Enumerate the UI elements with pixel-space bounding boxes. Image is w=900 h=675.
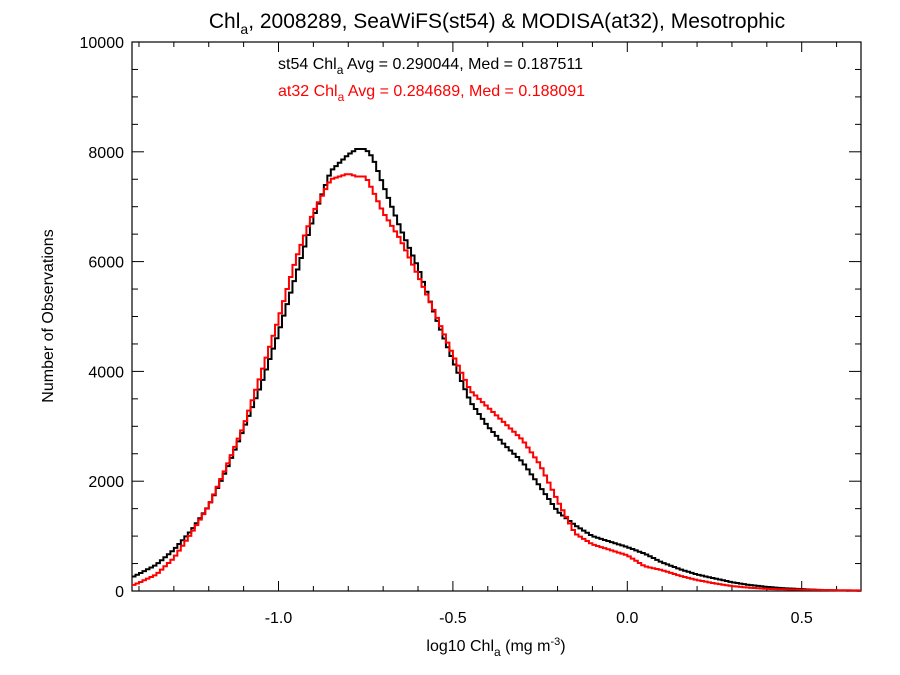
chart-title-sub: a: [240, 21, 248, 37]
x-axis-title-end: ): [560, 638, 565, 655]
x-axis-title-sub: a: [494, 645, 501, 659]
y-tick-label: 6000: [88, 255, 124, 272]
annotation-st54: st54 Chla Avg = 0.290044, Med = 0.187511: [278, 56, 583, 77]
y-tick-label: 8000: [88, 145, 124, 162]
series-layer: [132, 148, 861, 592]
annotation-at32-prefix: at32 Chl: [278, 83, 338, 100]
y-tick-label: 10000: [80, 35, 125, 52]
x-tick-label: 0.0: [616, 610, 638, 627]
annotation-at32: at32 Chla Avg = 0.284689, Med = 0.188091: [278, 83, 585, 104]
y-tick-label: 0: [115, 584, 124, 601]
chart-title: Chla, 2008289, SeaWiFS(st54) & MODISA(at…: [209, 10, 785, 37]
annotation-st54-prefix: st54 Chl: [278, 56, 337, 73]
x-axis-title: log10 Chla (mg m-3): [426, 636, 565, 659]
x-axis: -1.0 -0.5 0.0 0.5: [138, 42, 838, 627]
y-tick-label: 4000: [88, 364, 124, 381]
series-line-1: [132, 173, 861, 592]
chart-title-main: Chl: [209, 10, 241, 33]
annotation-st54-sub: a: [337, 63, 344, 77]
annotation-st54-suffix: Avg = 0.290044, Med = 0.187511: [343, 56, 583, 73]
annotation-at32-suffix: Avg = 0.284689, Med = 0.188091: [344, 83, 585, 100]
y-axis-title: Number of Observations: [40, 229, 57, 402]
x-tick-label: -1.0: [265, 610, 293, 627]
annotation-at32-sub: a: [338, 90, 345, 104]
y-tick-label: 2000: [88, 474, 124, 491]
x-tick-label: 0.5: [791, 610, 813, 627]
x-axis-title-main: log10 Chl: [426, 638, 494, 655]
series-line-0: [132, 148, 861, 592]
x-axis-title-rest: (mg m: [501, 638, 551, 655]
y-axis: 0 2000 4000 6000 8000 10000: [80, 35, 861, 601]
x-axis-title-sup: -3: [550, 636, 560, 648]
chart-title-rest: , 2008289, SeaWiFS(st54) & MODISA(at32),…: [248, 10, 785, 33]
x-tick-label: -0.5: [439, 610, 467, 627]
